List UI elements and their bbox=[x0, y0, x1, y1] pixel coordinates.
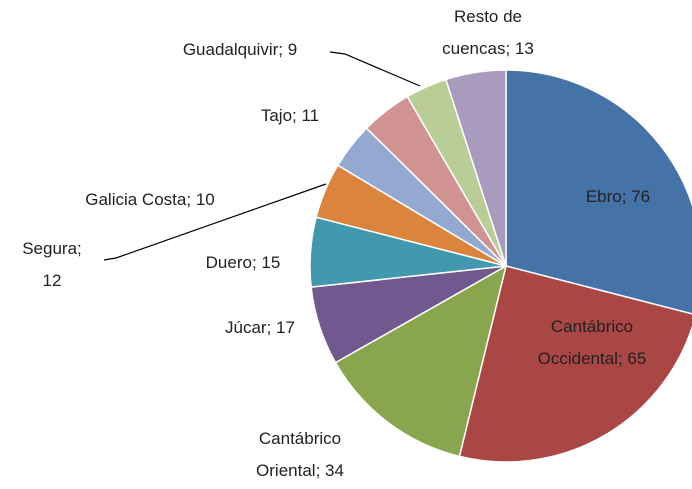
label-name: Cantábrico Occidental bbox=[537, 317, 634, 368]
data-label: Tajo; 11 bbox=[260, 106, 320, 125]
label-name: Galicia Costa bbox=[85, 190, 187, 209]
label-value: 17 bbox=[276, 318, 295, 337]
label-value: 15 bbox=[261, 253, 281, 272]
data-label: Resto de cuencas; 13 bbox=[442, 7, 534, 58]
label-name: Júcar bbox=[225, 318, 267, 337]
label-name: Guadalquivir bbox=[182, 40, 279, 59]
data-label: Galicia Costa; 10 bbox=[85, 190, 215, 209]
data-label: Segura; 12 bbox=[22, 239, 82, 290]
pie-slice bbox=[505, 69, 692, 315]
label-value: 34 bbox=[325, 461, 344, 480]
pie-slice bbox=[334, 264, 508, 458]
label-value: 65 bbox=[627, 349, 647, 368]
label-value: 13 bbox=[514, 39, 534, 58]
label-name: Duero bbox=[205, 253, 252, 272]
data-label: Cantábrico Oriental; 34 bbox=[256, 429, 344, 480]
label-value: 11 bbox=[301, 106, 320, 125]
pie-slice bbox=[458, 265, 692, 463]
leader-line bbox=[103, 183, 327, 261]
label-value: 9 bbox=[287, 40, 298, 59]
label-name: Cantábrico Oriental bbox=[256, 429, 342, 480]
data-label: Cantábrico Occidental; 65 bbox=[537, 317, 647, 368]
data-label: Duero; 15 bbox=[205, 253, 281, 272]
data-label: Júcar; 17 bbox=[225, 318, 295, 337]
label-value: 76 bbox=[631, 187, 651, 206]
label-name: Segura bbox=[22, 239, 78, 258]
leader-line bbox=[329, 51, 421, 87]
label-value: 10 bbox=[195, 190, 215, 209]
label-name: Ebro bbox=[585, 187, 622, 206]
label-value: 12 bbox=[42, 271, 62, 290]
data-label: Ebro; 76 bbox=[585, 187, 651, 206]
data-label: Guadalquivir; 9 bbox=[182, 40, 298, 59]
pie-slice bbox=[444, 69, 507, 267]
label-name: Resto de cuencas bbox=[442, 7, 523, 58]
label-name: Tajo bbox=[260, 106, 293, 125]
